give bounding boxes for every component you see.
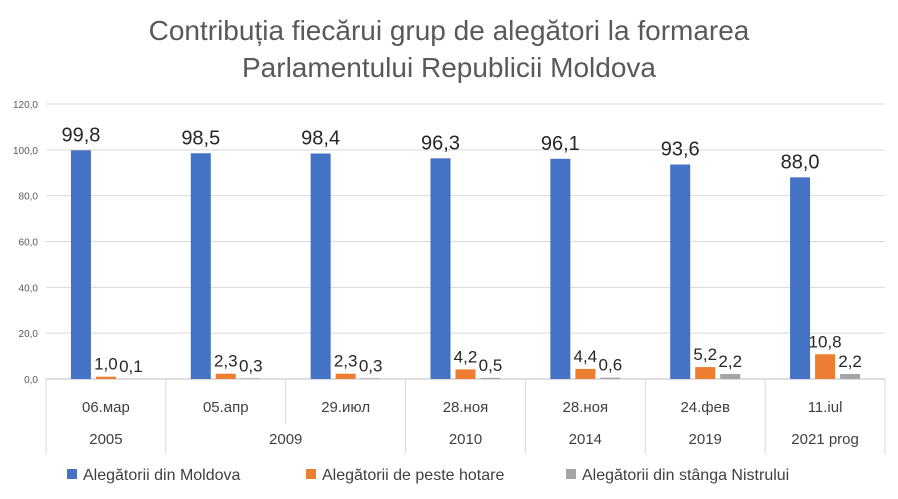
legend-swatch bbox=[67, 469, 77, 479]
data-label: 98,5 bbox=[181, 127, 220, 149]
data-label: 4,2 bbox=[454, 347, 478, 366]
x-tick-label: 28.ноя bbox=[443, 399, 489, 416]
y-tick-label: 60,0 bbox=[19, 238, 39, 249]
y-tick-label: 40,0 bbox=[19, 283, 39, 294]
bar bbox=[695, 367, 716, 379]
bar bbox=[575, 368, 596, 379]
data-label: 93,6 bbox=[661, 139, 700, 161]
x-tick-label: 29.июл bbox=[321, 399, 370, 416]
bar bbox=[70, 150, 91, 379]
chart-title-line: Parlamentului Republicii Moldova bbox=[242, 52, 656, 83]
bar bbox=[480, 377, 501, 379]
chart-title-line: Contribuția fiecărui grup de alegători l… bbox=[149, 15, 750, 46]
bar bbox=[360, 378, 381, 379]
bar bbox=[95, 376, 116, 379]
x-group-label: 2005 bbox=[89, 431, 122, 448]
x-tick-label: 06.мар bbox=[82, 399, 130, 416]
bar bbox=[190, 153, 211, 379]
bar bbox=[550, 158, 571, 379]
data-label: 88,0 bbox=[781, 151, 820, 173]
bar bbox=[455, 369, 476, 379]
x-group-label: 2009 bbox=[269, 431, 302, 448]
data-label: 96,1 bbox=[541, 133, 580, 155]
x-group-label: 2021 prog bbox=[791, 431, 859, 448]
data-label: 98,4 bbox=[301, 128, 340, 150]
bar bbox=[215, 373, 236, 379]
bar bbox=[720, 373, 741, 379]
data-label: 5,2 bbox=[693, 345, 717, 364]
bar bbox=[240, 378, 261, 379]
bar bbox=[670, 164, 691, 379]
legend-label: Alegătorii din Moldova bbox=[83, 467, 241, 484]
bar bbox=[790, 177, 811, 379]
data-label: 96,3 bbox=[421, 132, 460, 154]
legend-label: Alegătorii din stânga Nistrului bbox=[582, 467, 789, 484]
x-group-label: 2010 bbox=[449, 431, 482, 448]
data-label: 0,3 bbox=[359, 356, 383, 375]
data-label: 2,3 bbox=[334, 352, 358, 371]
y-tick-label: 20,0 bbox=[19, 329, 39, 340]
legend-label: Alegătorii de peste hotare bbox=[322, 467, 504, 484]
data-label: 10,8 bbox=[809, 332, 842, 351]
data-label: 1,0 bbox=[94, 355, 118, 374]
data-label: 0,3 bbox=[239, 356, 263, 375]
y-tick-label: 100,0 bbox=[13, 146, 38, 157]
legend-swatch bbox=[566, 469, 576, 479]
x-tick-label: 28.ноя bbox=[563, 399, 609, 416]
data-label: 2,3 bbox=[214, 352, 238, 371]
legend-swatch bbox=[306, 469, 316, 479]
data-label: 99,8 bbox=[61, 124, 100, 146]
y-tick-label: 0,0 bbox=[24, 375, 38, 386]
bar bbox=[600, 377, 621, 379]
x-tick-label: 05.апр bbox=[203, 399, 249, 416]
x-group-label: 2014 bbox=[569, 431, 602, 448]
data-label: 2,2 bbox=[718, 352, 742, 371]
bar bbox=[430, 158, 451, 379]
data-label: 0,5 bbox=[479, 356, 503, 375]
y-tick-label: 120,0 bbox=[13, 100, 38, 111]
bar bbox=[335, 373, 356, 379]
y-tick-label: 80,0 bbox=[19, 192, 39, 203]
x-group-label: 2019 bbox=[689, 431, 722, 448]
bar bbox=[815, 354, 836, 379]
bar bbox=[840, 373, 861, 379]
data-label: 2,2 bbox=[838, 352, 862, 371]
data-label: 0,6 bbox=[599, 356, 623, 375]
data-label: 4,4 bbox=[574, 347, 598, 366]
x-tick-label: 11.iul bbox=[808, 399, 843, 416]
bar bbox=[310, 153, 331, 379]
data-label: 0,1 bbox=[119, 357, 143, 376]
x-tick-label: 24.фев bbox=[680, 399, 730, 416]
